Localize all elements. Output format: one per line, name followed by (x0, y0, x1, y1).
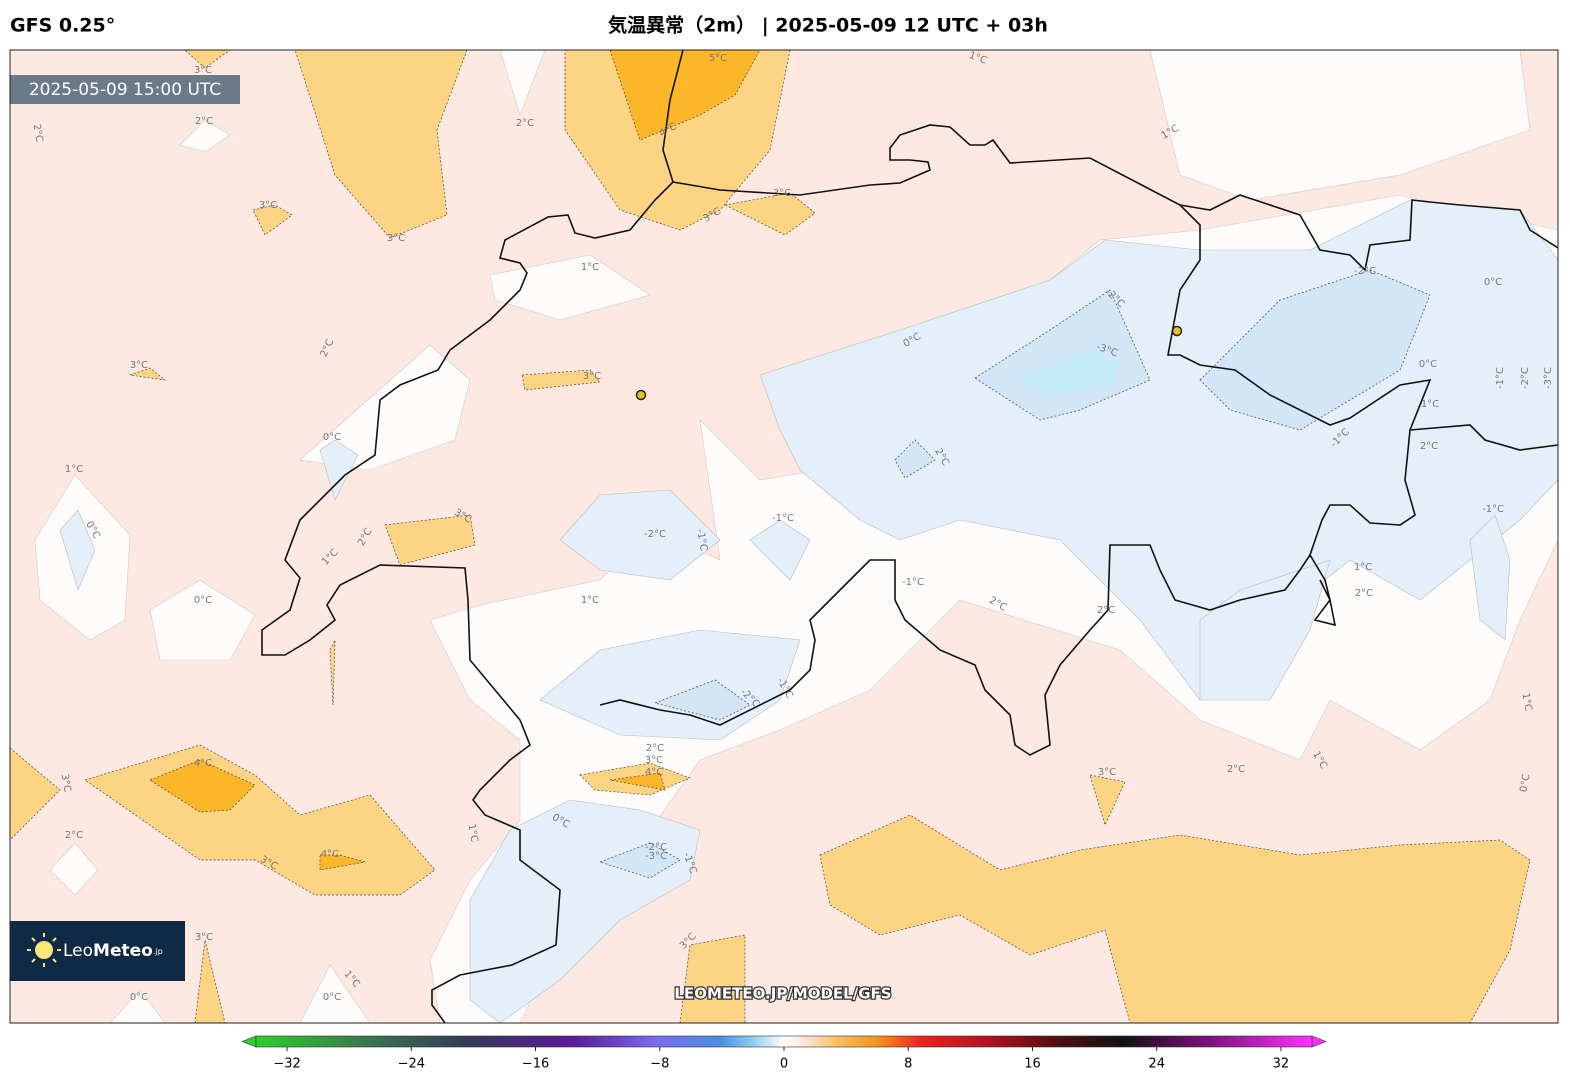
warm-core (149, 50, 761, 871)
contour-label: 1°C (1421, 399, 1439, 410)
contour-label: -2°C (644, 529, 666, 540)
watermark: LEOMETEO.JP/MODEL/GFS (674, 985, 891, 1003)
contour-label: 1°C (581, 262, 599, 273)
colorbar-tick-label: −8 (650, 1057, 669, 1072)
contour-label: 1°C (1354, 562, 1372, 573)
colorbar-tick-label: −16 (522, 1057, 549, 1072)
contour-label: 0°C (323, 432, 341, 443)
contour-label: -3°C (645, 851, 667, 862)
contour-label: -2°C (1520, 367, 1531, 389)
colorbar-tick-label: 32 (1273, 1057, 1290, 1072)
contour-label: 4°C (194, 758, 212, 769)
colorbar-tick-label: 8 (904, 1057, 912, 1072)
logo-text: LeoMeteo.jp (63, 941, 163, 961)
contour-label: 3°C (645, 755, 663, 766)
colorbar-tick-label: 0 (780, 1057, 788, 1072)
city-marker (1171, 325, 1183, 337)
contour-label: 5°C (709, 53, 727, 64)
contour-label: 4°C (321, 849, 339, 860)
contour-label: -1°C (1495, 367, 1506, 389)
contour-label: -1°C (1482, 504, 1504, 515)
contour-label: 2°C (30, 123, 44, 143)
colorbar-tick-label: 16 (1024, 1057, 1041, 1072)
contour-label: 3°C (773, 188, 791, 199)
contour-label: 3°C (583, 371, 601, 382)
contour-label: 1°C (1519, 692, 1533, 712)
contour-label: -3°C (1543, 367, 1554, 389)
contour-label: -2°C (1354, 266, 1376, 277)
contour-label: 1°C (465, 823, 479, 843)
contour-label: 3°C (387, 233, 405, 244)
cold-core (598, 269, 1431, 879)
logo-suffix: .jp (153, 947, 163, 956)
contour-label: 2°C (516, 118, 534, 129)
contour-label: 4°C (645, 767, 663, 778)
colorbar-extend-low (241, 1035, 257, 1048)
map-title: 気温異常（2m） | 2025-05-09 12 UTC + 03h (608, 14, 1048, 37)
colorbar-extend-high (1311, 1035, 1327, 1048)
colorbar-tick-label: 24 (1148, 1057, 1165, 1072)
contour-label: 1°C (581, 595, 599, 606)
colorbar: −32 −24 −16 −8 0 8 16 24 32 (241, 1035, 1327, 1072)
logo-bold: Meteo (93, 941, 153, 961)
contour-label: 3°C (58, 773, 72, 793)
contour-label: 0°C (194, 595, 212, 606)
contour-label: 1°C (65, 464, 83, 475)
contour-label: 3°C (130, 360, 148, 371)
contour-label: 0°C (130, 992, 148, 1003)
contour-label: 2°C (65, 830, 83, 841)
map-frame (9, 49, 1559, 1024)
contour-label: 2°C (1355, 588, 1373, 599)
contour-label: 0°C (1484, 277, 1502, 288)
colorbar-bar (255, 1035, 1313, 1048)
contour-label: -2°C (645, 842, 667, 853)
colorbar-tick-label: −32 (273, 1057, 300, 1072)
logo-rays (27, 933, 61, 967)
logo-light: Leo (63, 941, 93, 961)
valid-time-box (10, 75, 240, 104)
contour-label: 3°C (194, 65, 212, 76)
contour-label: 0°C (1518, 773, 1532, 793)
model-label: GFS 0.25° (10, 15, 115, 37)
colorbar-tick-label: −24 (398, 1057, 425, 1072)
map-area: 3°C2°C2°C 2°C5°C4°C1°C1°C3°C3°C3°C3°C1°C2… (10, 50, 1558, 1023)
contour-label: 3°C (259, 200, 277, 211)
contour-label: 2°C (1097, 605, 1115, 616)
contour-label: 3°C (195, 932, 213, 943)
contour-label: 3°C (1098, 767, 1116, 778)
cold-peak (1015, 350, 1120, 395)
valid-time: 2025-05-09 15:00 UTC (29, 80, 221, 100)
contour-label: 0°C (1419, 359, 1437, 370)
border-line (261, 50, 1558, 1023)
contour-label: 2°C (1227, 764, 1245, 775)
contour-label: -1°C (694, 528, 709, 552)
contour-label: 2°C (195, 116, 213, 127)
logo-sun (35, 941, 53, 959)
contour-label: -1°C (902, 577, 924, 588)
contour-label: 2°C (1420, 441, 1438, 452)
contour-label: 2°C (646, 743, 664, 754)
city-marker (635, 389, 647, 401)
contour-label: -1°C (772, 513, 794, 524)
contour-label: 0°C (323, 992, 341, 1003)
